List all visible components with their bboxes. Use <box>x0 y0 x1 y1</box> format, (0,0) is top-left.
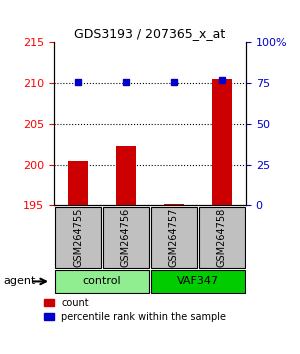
Text: GSM264755: GSM264755 <box>73 207 83 267</box>
Legend: count, percentile rank within the sample: count, percentile rank within the sample <box>44 298 226 322</box>
Text: GSM264756: GSM264756 <box>121 207 131 267</box>
Text: agent: agent <box>3 276 35 286</box>
FancyBboxPatch shape <box>103 207 149 268</box>
Bar <box>212 79 232 205</box>
Text: control: control <box>83 276 121 286</box>
FancyBboxPatch shape <box>151 270 245 292</box>
Bar <box>68 160 88 205</box>
Text: GSM264757: GSM264757 <box>169 207 179 267</box>
Title: GDS3193 / 207365_x_at: GDS3193 / 207365_x_at <box>74 27 226 40</box>
Text: VAF347: VAF347 <box>177 276 219 286</box>
FancyBboxPatch shape <box>55 207 101 268</box>
Bar <box>164 204 184 205</box>
Bar <box>116 146 136 205</box>
Text: GSM264758: GSM264758 <box>217 207 227 267</box>
FancyBboxPatch shape <box>199 207 245 268</box>
FancyBboxPatch shape <box>55 270 149 292</box>
FancyBboxPatch shape <box>151 207 197 268</box>
